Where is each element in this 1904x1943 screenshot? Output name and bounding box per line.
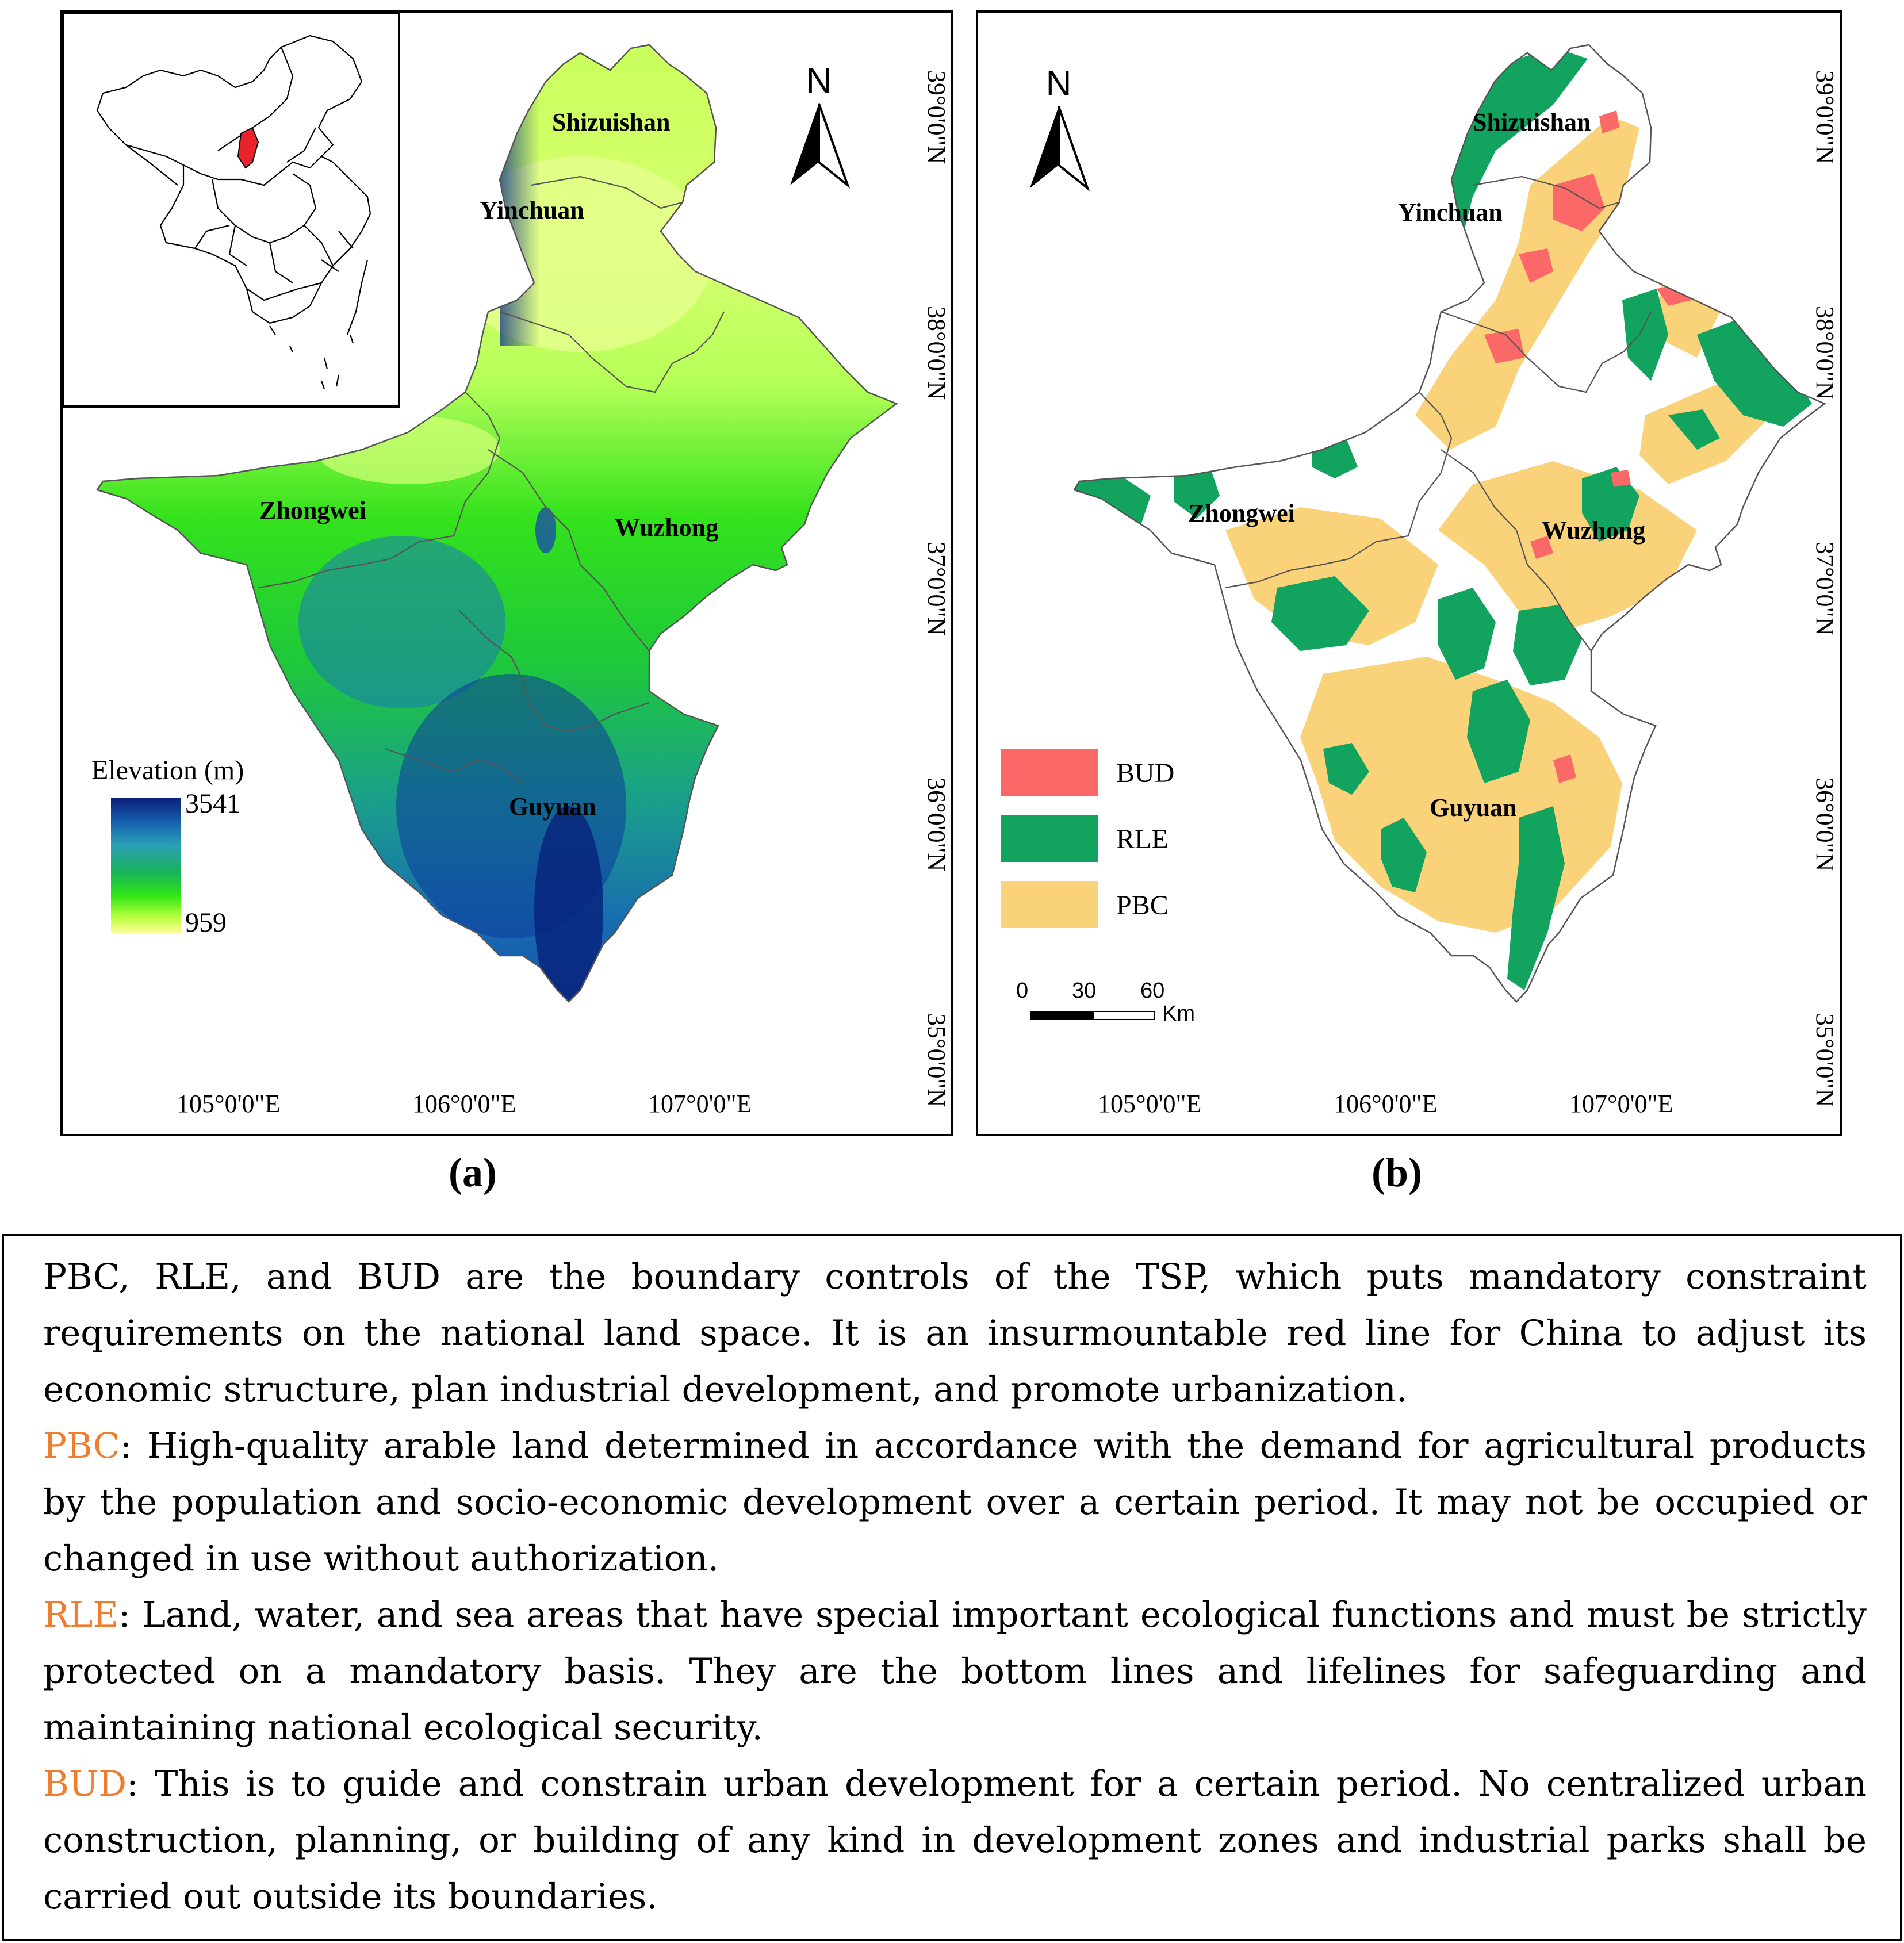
city-label-yinchuan: Yinchuan [480,196,584,224]
lon-label-107: 107°0'0"E [648,1090,752,1118]
scale-bar-black [1030,1011,1093,1020]
lon-label-105: 105°0'0"E [177,1090,281,1118]
scale-bar-white [1093,1011,1155,1020]
china-inset-frame [63,13,400,408]
boundary-controls-map-panel: Shizuishan Yinchuan Zhongwei Wuzhong Guy… [976,10,1842,1136]
lon-label-106-b: 106°0'0"E [1334,1090,1438,1118]
definition-rle: RLE: Land, water, and sea areas that hav… [43,1587,1867,1756]
lat-label-38-b: 38°0'0"N [1811,306,1839,400]
elevation-color-ramp [111,798,181,933]
definition-pbc-text: : High-quality arable land determined in… [43,1425,1867,1579]
definition-pbc: PBC: High-quality arable land determined… [43,1418,1867,1587]
caption-b: (b) [1372,1149,1422,1195]
scale-unit: Km [1162,1002,1195,1026]
china-inset-map [96,35,371,390]
term-pbc: PBC [43,1425,120,1466]
lat-label-38: 38°0'0"N [922,306,951,400]
elevation-legend-title: Elevation (m) [91,755,244,785]
lat-label-37: 37°0'0"N [922,542,951,636]
legend-swatch-rle [1001,815,1098,862]
lat-label-36: 36°0'0"N [922,777,951,872]
elevation-map-svg [63,13,898,1003]
lon-label-107-b: 107°0'0"E [1569,1090,1673,1118]
lat-label-36-b: 36°0'0"N [1811,777,1839,872]
district-boundaries [258,175,725,784]
city-label-yinchuan-b: Yinchuan [1398,198,1503,227]
scale-tick-60: 60 [1140,979,1165,1003]
city-label-zhongwei-b: Zhongwei [1188,499,1295,527]
legend-swatch-pbc [1001,881,1098,928]
city-label-shizuishan: Shizuishan [552,108,671,136]
caption-a: (a) [449,1149,497,1195]
north-arrow-icon-b [1030,106,1090,191]
definition-bud: BUD: This is to guide and constrain urba… [43,1756,1867,1925]
term-bud: BUD [43,1764,127,1804]
legend-swatch-bud [1001,749,1098,796]
definition-rle-text: : Land, water, and sea areas that have s… [43,1595,1867,1748]
lon-label-106: 106°0'0"E [412,1090,516,1118]
city-label-guyuan: Guyuan [509,792,596,821]
city-label-guyuan-b: Guyuan [1430,794,1517,822]
land-use-raster [1074,45,1825,1002]
north-arrow-b: N [1024,66,1093,197]
ningxia-highlight [237,127,259,169]
north-arrow-icon [790,103,851,189]
lat-label-39-b: 39°0'0"N [1811,70,1839,164]
city-label-wuzhong: Wuzhong [615,513,719,542]
intro-paragraph: PBC, RLE, and BUD are the boundary contr… [43,1256,1867,1410]
north-arrow: N [784,63,853,194]
elevation-min-label: 959 [185,907,227,938]
elevation-map-panel: Shizuishan Yinchuan Zhongwei Wuzhong Guy… [60,10,953,1136]
lat-label-37-b: 37°0'0"N [1811,542,1839,636]
elevation-max-label: 3541 [185,788,240,819]
city-label-shizuishan-b: Shizuishan [1473,108,1591,136]
scale-tick-0: 0 [1016,979,1029,1003]
lat-label-39: 39°0'0"N [922,70,951,164]
term-rle: RLE [43,1595,118,1635]
lat-label-35-b: 35°0'0"N [1811,1013,1839,1107]
north-label-b: N [1045,64,1072,104]
north-label: N [806,61,832,101]
scale-tick-30: 30 [1072,979,1097,1003]
lon-label-105-b: 105°0'0"E [1098,1090,1202,1118]
legend-label-pbc: PBC [1116,890,1169,921]
city-label-zhongwei: Zhongwei [259,496,366,524]
rle-areas [1074,47,1812,990]
district-boundaries-b [1225,175,1652,652]
boundary-controls-map-svg [1073,44,1826,1003]
definition-bud-text: : This is to guide and constrain urban d… [43,1764,1867,1917]
lat-label-35: 35°0'0"N [922,1013,951,1107]
city-label-wuzhong-b: Wuzhong [1542,516,1646,545]
legend-label-bud: BUD [1116,758,1175,788]
legend-label-rle: RLE [1116,824,1169,854]
definitions-text-box: PBC, RLE, and BUD are the boundary contr… [2,1234,1902,1941]
